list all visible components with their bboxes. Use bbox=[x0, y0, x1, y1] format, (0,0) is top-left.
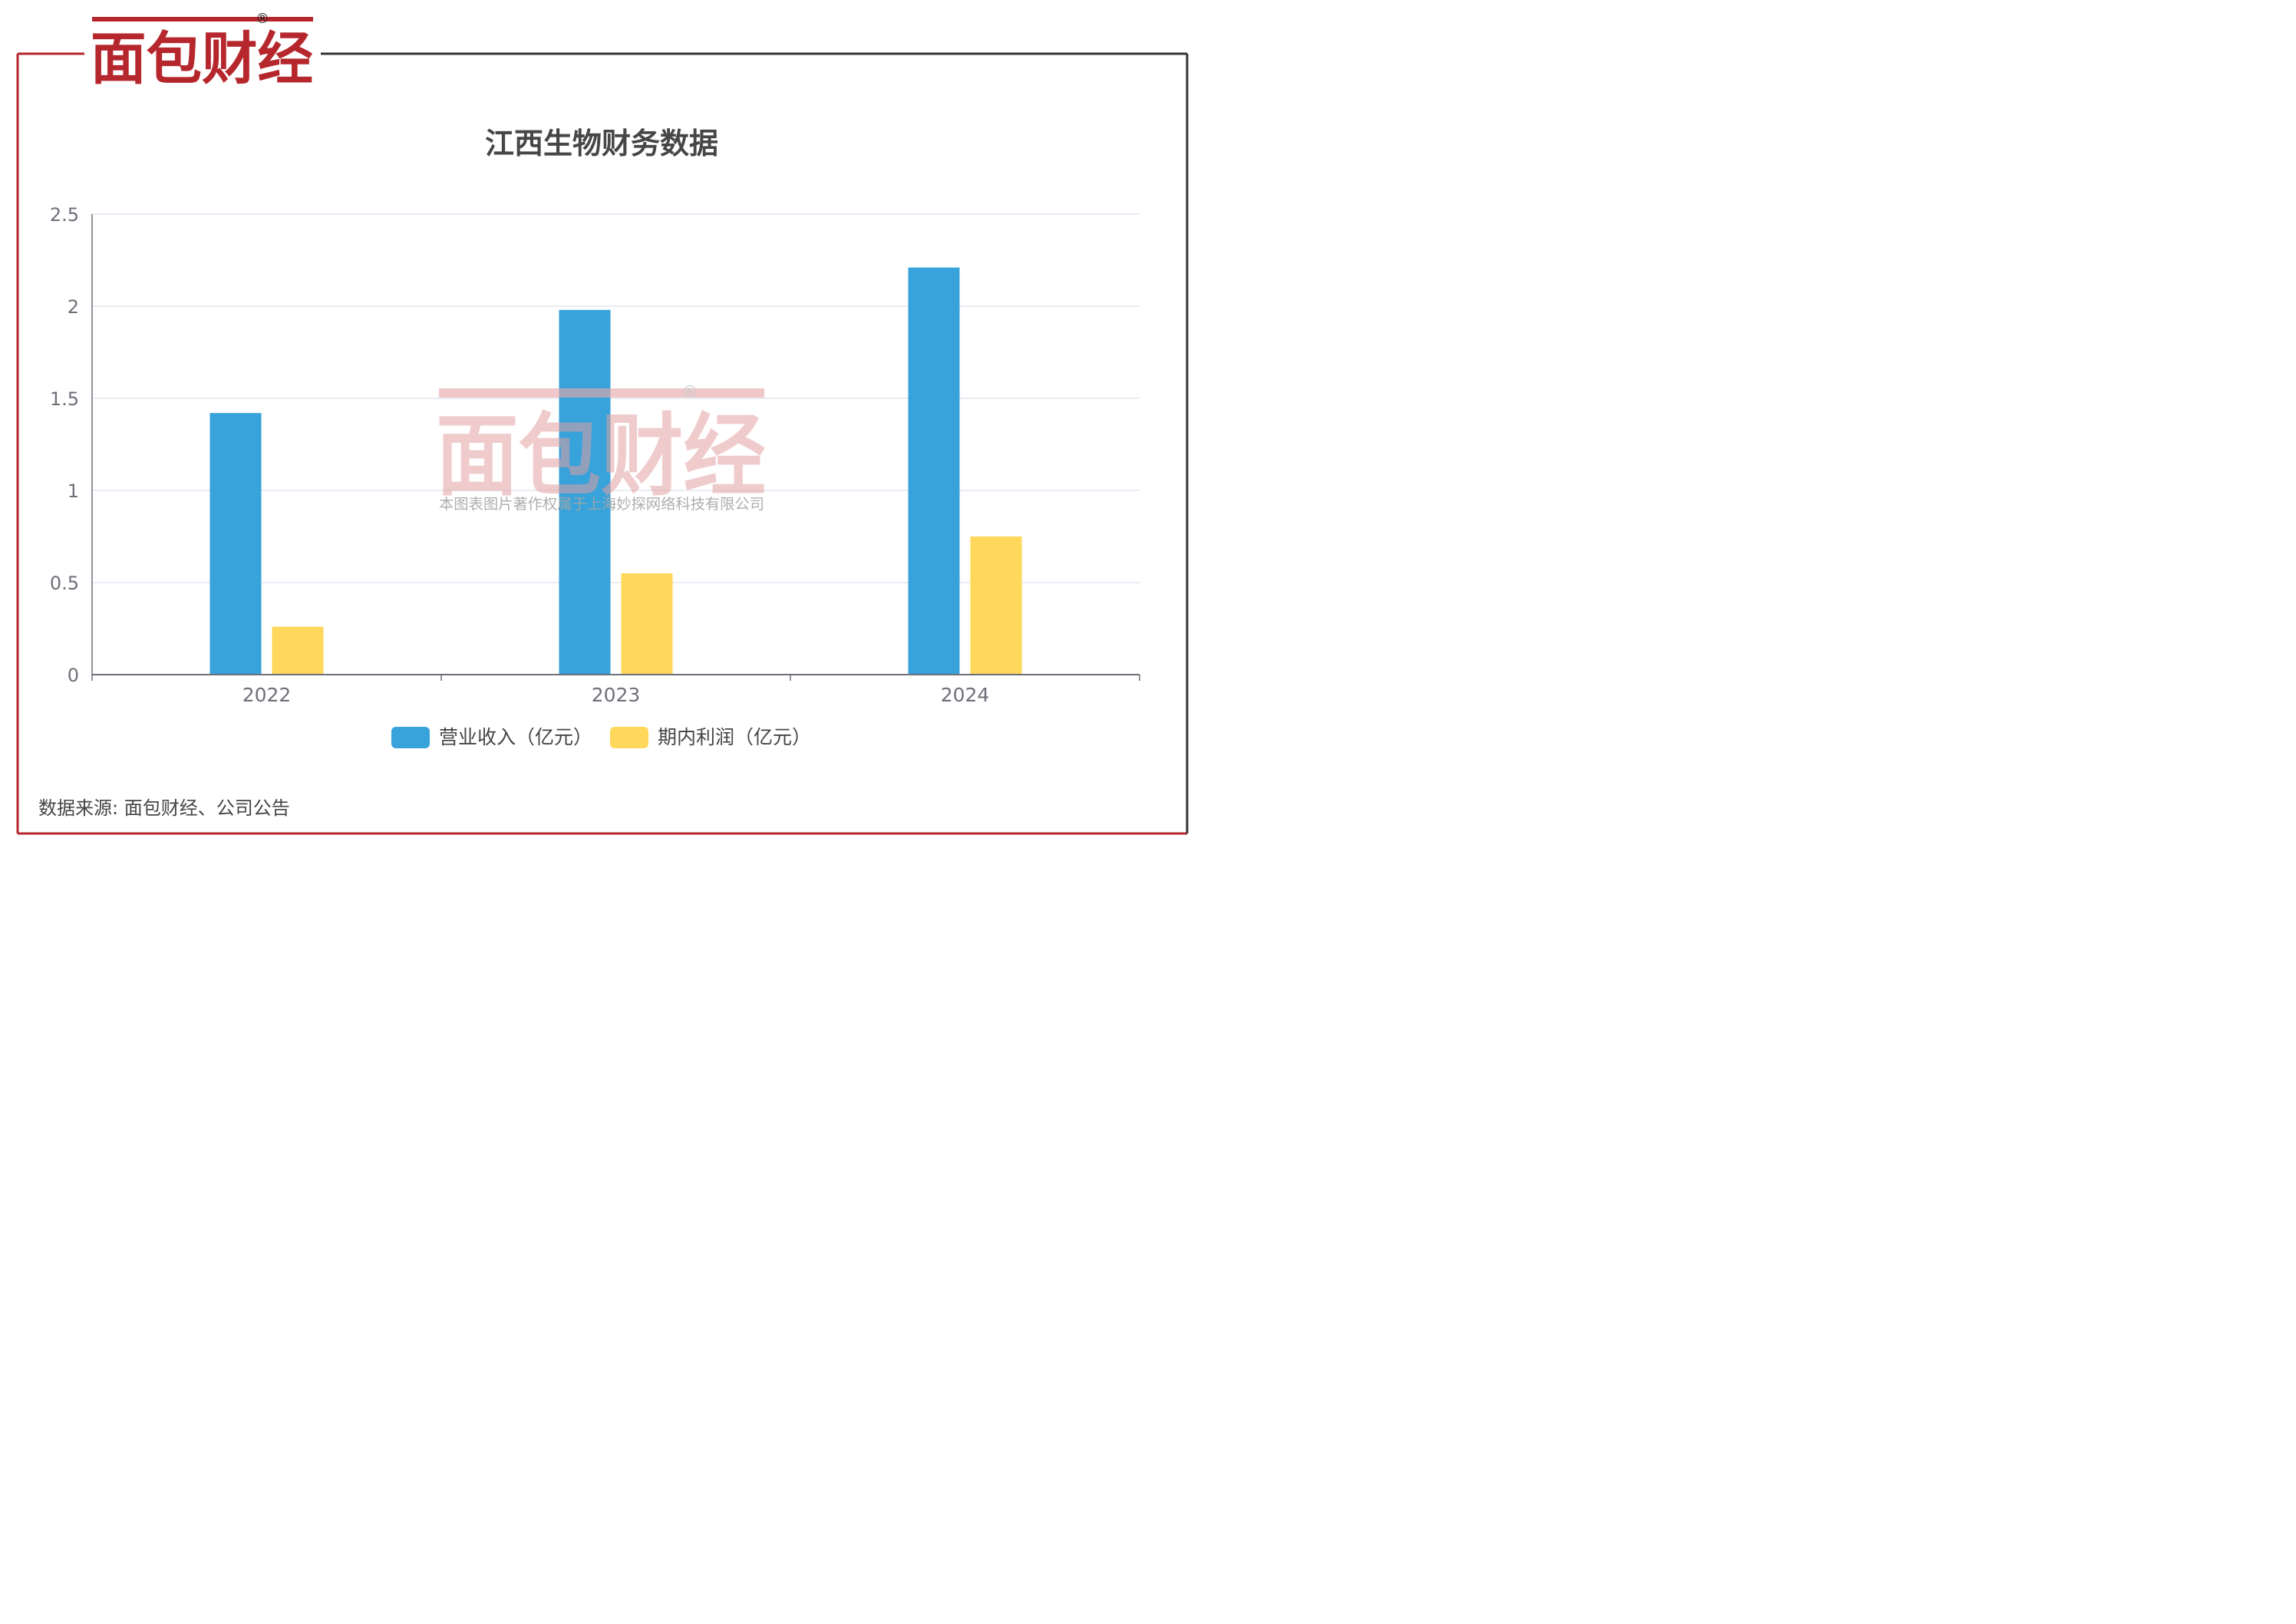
brand-logo: 面包财经 ® bbox=[91, 11, 313, 92]
x-tick-label: 2024 bbox=[941, 684, 990, 706]
watermark-registered-mark: ® bbox=[681, 383, 698, 402]
watermark-logo-bar bbox=[439, 388, 764, 398]
grid-lines bbox=[92, 213, 1140, 583]
y-axis-ticks: 0 0.5 1 1.5 2 2.5 bbox=[50, 204, 79, 686]
bar-profit-2024 bbox=[970, 536, 1022, 675]
legend-swatch bbox=[391, 727, 430, 748]
brand-logo-text: 面包财经 bbox=[91, 26, 313, 92]
x-axis-ticks: 2022 2023 2024 bbox=[91, 675, 1140, 706]
bar-profit-2022 bbox=[272, 626, 324, 675]
y-tick-label: 2 bbox=[68, 296, 79, 318]
watermark-copyright: 本图表图片著作权属于上海妙探网络科技有限公司 bbox=[439, 496, 764, 513]
watermark-logo-text: 面包财经 bbox=[436, 404, 766, 508]
source-note: 数据来源: 面包财经、公司公告 bbox=[38, 797, 290, 819]
legend-label: 期内利润（亿元） bbox=[658, 726, 811, 748]
legend-swatch bbox=[610, 727, 648, 748]
bar-revenue-2024 bbox=[908, 267, 960, 675]
bar-revenue-2022 bbox=[209, 413, 262, 675]
y-tick-label: 0 bbox=[68, 665, 79, 686]
chart-title: 江西生物财务数据 bbox=[485, 127, 718, 160]
legend-label: 营业收入（亿元） bbox=[439, 726, 592, 748]
brand-logo-bar bbox=[92, 17, 313, 21]
outer-frame bbox=[16, 52, 1189, 835]
bar-profit-2023 bbox=[621, 573, 673, 675]
x-tick-label: 2023 bbox=[592, 684, 641, 706]
y-tick-label: 1.5 bbox=[50, 388, 79, 410]
bars bbox=[209, 267, 1022, 675]
y-tick-label: 0.5 bbox=[50, 573, 79, 594]
registered-mark: ® bbox=[256, 11, 269, 27]
page: 面包财经 ® 江西生物财务数据 0 0.5 1 1.5 2 2.5 2022 2023 202… bbox=[0, 0, 1203, 846]
chart-figure: 面包财经 ® 江西生物财务数据 00.511.522.5 2022 2023 202… bbox=[16, 11, 1189, 835]
x-tick-label: 2022 bbox=[242, 684, 292, 706]
y-tick-label: 1 bbox=[68, 480, 79, 502]
bar-revenue-2023 bbox=[559, 309, 611, 675]
legend: 营业收入（亿元） 期内利润（亿元） bbox=[391, 726, 811, 748]
y-tick-label: 2.5 bbox=[50, 204, 79, 226]
watermark: 面包财经 ® 本图表图片著作权属于上海妙探网络科技有限公司 bbox=[436, 383, 766, 513]
